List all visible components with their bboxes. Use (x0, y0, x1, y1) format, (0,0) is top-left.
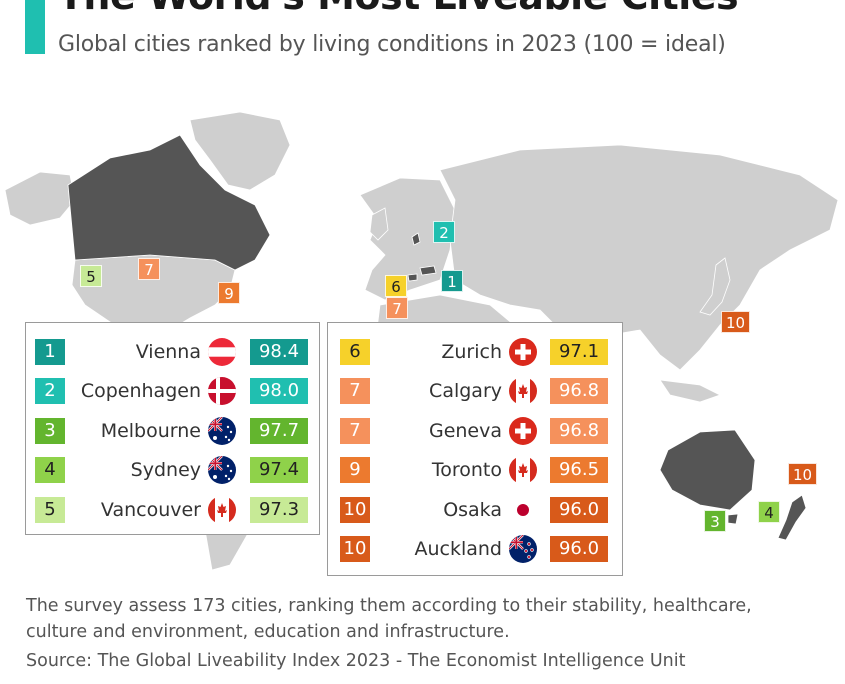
rank-badge: 4 (35, 457, 65, 484)
score-value: 97.7 (250, 417, 308, 444)
uk-shape (369, 207, 389, 241)
map-marker-toronto: 9 (218, 282, 240, 304)
table-row-calgary-6: 7 Calgary 96.8 (328, 377, 622, 406)
city-name: Toronto (431, 459, 502, 482)
city-name: Sydney (130, 459, 201, 482)
alaska-shape (4, 171, 76, 226)
japan-flag-icon (509, 495, 537, 524)
new-zealand-shape (777, 494, 807, 541)
australia-flag-icon (208, 456, 236, 485)
table-row-osaka-9: 10 Osaka 96.0 (328, 495, 622, 525)
canada-flag-icon (509, 456, 537, 485)
canada-shape (67, 134, 271, 271)
austria-shape (419, 265, 437, 276)
austria-flag-icon (208, 338, 236, 366)
city-name: Osaka (443, 498, 502, 521)
table-row-auckland-10: 10 Auckland 96.0 (328, 535, 622, 564)
map-marker-auckland: 10 (788, 463, 818, 485)
map-marker-sydney: 4 (758, 501, 780, 523)
rank-badge: 7 (340, 417, 370, 444)
map-marker-vienna: 1 (441, 270, 463, 292)
city-name: Vienna (135, 341, 201, 363)
australia-flag-icon (208, 416, 236, 445)
score-value: 96.8 (550, 417, 608, 444)
page-subtitle: Global cities ranked by living condition… (58, 32, 726, 57)
table-row-vienna-0: 1 Vienna 98.4 (26, 338, 319, 367)
table-row-zurich-5: 6 Zurich 97.1 (328, 338, 622, 367)
new-zealand-flag-icon (509, 535, 537, 563)
table-row-vancouver-4: 5 Vancouver 97.3 (26, 495, 319, 525)
rank-badge: 10 (340, 536, 370, 562)
rank-badge: 7 (340, 378, 370, 405)
city-name: Melbourne (100, 419, 201, 442)
map-marker-vancouver: 5 (80, 265, 102, 287)
japan-shape (699, 257, 731, 316)
switzerland-shape (407, 273, 418, 282)
tasmania-shape (727, 513, 739, 525)
city-name: Copenhagen (80, 380, 201, 403)
map-marker-geneva: 7 (386, 297, 408, 319)
city-name: Calgary (429, 380, 502, 403)
map-marker-melbourne: 3 (704, 510, 726, 532)
score-value: 96.0 (550, 536, 608, 562)
accent-bar (25, 0, 45, 54)
switzerland-flag-icon (509, 338, 537, 366)
footnote-line-2: culture and environment, education and i… (26, 622, 510, 642)
table-row-copenhagen-1: 2 Copenhagen 98.0 (26, 377, 319, 406)
score-value: 97.4 (250, 457, 308, 484)
source-note: Source: The Global Liveability Index 202… (26, 651, 686, 671)
table-row-geneva-7: 7 Geneva 96.8 (328, 416, 622, 446)
denmark-flag-icon (208, 377, 236, 406)
score-value: 96.0 (550, 496, 608, 523)
city-name: Vancouver (100, 498, 201, 521)
footnote-line-1: The survey assess 173 cities, ranking th… (26, 596, 752, 616)
asia-shape (439, 144, 839, 371)
score-value: 97.1 (550, 339, 608, 365)
map-marker-copenhagen: 2 (433, 221, 455, 243)
score-value: 96.5 (550, 457, 608, 484)
city-name: Auckland (414, 538, 502, 560)
rank-badge: 1 (35, 339, 65, 365)
indonesia-shape (659, 379, 722, 403)
rank-badge: 2 (35, 378, 65, 405)
table-row-sydney-3: 4 Sydney 97.4 (26, 456, 319, 485)
score-value: 98.0 (250, 378, 308, 405)
canada-flag-icon (208, 495, 236, 524)
australia-shape (659, 429, 756, 511)
ranking-panel-right: 6 Zurich 97.1 7 Calgary 96.8 7 Geneva 96.8 9 Toron… (327, 322, 623, 576)
rank-badge: 10 (340, 496, 370, 523)
rank-badge: 5 (35, 496, 65, 523)
score-value: 98.4 (250, 339, 308, 365)
rank-badge: 9 (340, 457, 370, 484)
score-value: 97.3 (250, 496, 308, 523)
denmark-shape (411, 232, 421, 246)
switzerland-flag-icon (509, 416, 537, 445)
city-name: Geneva (428, 419, 502, 442)
map-marker-zurich: 6 (385, 275, 407, 297)
greenland-shape (189, 111, 291, 191)
ranking-panel-left: 1 Vienna 98.4 2 Copenhagen 98.0 3 Melbourne 97.7… (25, 322, 320, 535)
canada-flag-icon (509, 377, 537, 406)
table-row-melbourne-2: 3 Melbourne 97.7 (26, 416, 319, 446)
page-title: The World's Most Liveable Cities (58, 0, 739, 18)
score-value: 96.8 (550, 378, 608, 405)
map-marker-calgary: 7 (138, 258, 160, 280)
city-name: Zurich (441, 341, 502, 363)
table-row-toronto-8: 9 Toronto 96.5 (328, 456, 622, 485)
rank-badge: 6 (340, 339, 370, 365)
map-marker-osaka: 10 (721, 311, 751, 333)
rank-badge: 3 (35, 417, 65, 444)
